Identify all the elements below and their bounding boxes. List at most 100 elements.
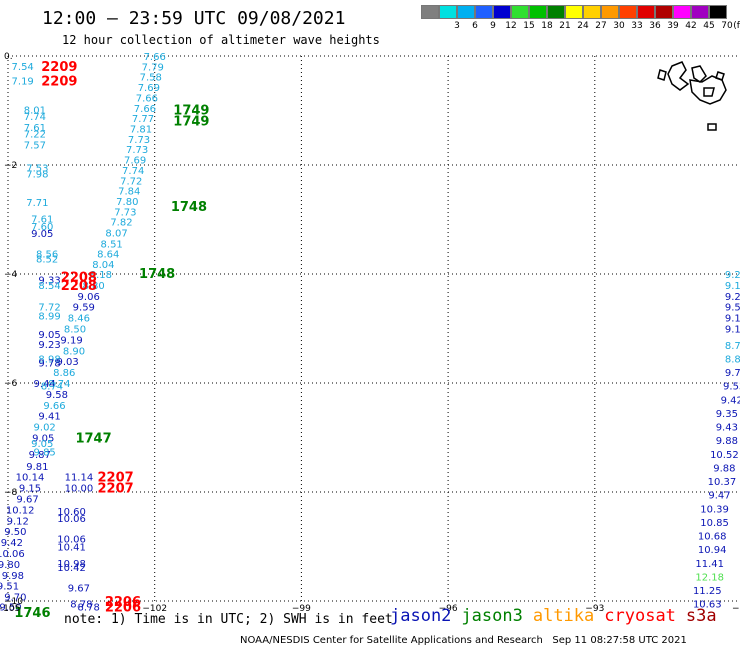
- wave-height-label: 10.14: [16, 473, 45, 484]
- wave-height-label: 10.52: [710, 450, 739, 461]
- wave-height-label: 11.41: [695, 559, 724, 570]
- wave-height-label: 7.69: [124, 156, 146, 167]
- pass-time-label: 2208: [61, 279, 97, 294]
- wave-height-label: 8.74: [41, 382, 63, 393]
- latitude-label: 0.: [4, 52, 13, 62]
- scale-label: 21: [559, 21, 571, 31]
- longitude-label: −102: [142, 604, 167, 614]
- wave-height-label: 7.66: [134, 104, 156, 115]
- satellite-legend: jason2 jason3 altika cryosat s3a: [390, 606, 727, 626]
- scale-swatch: [637, 5, 655, 19]
- wave-height-label: 9.06: [78, 292, 100, 303]
- wave-height-label: 7.61: [31, 214, 53, 225]
- wave-height-label: 8.50: [64, 325, 86, 336]
- wave-height-label: 8.46: [68, 314, 90, 325]
- wave-height-label: 9.53: [723, 382, 740, 393]
- latitude-label: −4: [4, 270, 18, 280]
- wave-height-label: 8.52: [36, 255, 58, 266]
- wave-height-label: 7.73: [128, 135, 150, 146]
- scale-label: 27: [595, 21, 607, 31]
- wave-height-label: 10.12: [6, 505, 35, 516]
- wave-height-label: 7.80: [116, 197, 138, 208]
- wave-height-label: 12.18: [695, 572, 724, 583]
- wave-height-label: 9.44: [34, 379, 56, 390]
- wave-height-label: 9.54: [725, 303, 740, 314]
- wave-height-label: 7.57: [24, 140, 46, 151]
- pass-time-label: 2206: [105, 600, 141, 615]
- wave-height-label: 9.76: [725, 368, 740, 379]
- wave-height-label: 7.66: [144, 52, 166, 63]
- pass-time-label: 1747: [75, 432, 111, 447]
- pass-time-label: 2207: [97, 482, 133, 497]
- wave-height-label: 10.68: [698, 532, 727, 543]
- wave-height-label: 10.94: [698, 545, 727, 556]
- pass-time-label: 1749: [173, 114, 209, 129]
- wave-height-label: 9.27: [725, 270, 740, 281]
- wave-height-label: 8.54: [38, 281, 60, 292]
- longitude-labels: −105 −102 −99 −96 −93 −90: [0, 604, 740, 614]
- galapagos-islands-coastline: [657, 61, 727, 131]
- wave-height-label: 7.98: [26, 170, 48, 181]
- wave-height-label: 7.73: [126, 145, 148, 156]
- scale-swatch: [709, 5, 727, 19]
- wave-height-label: 8.80: [725, 354, 740, 365]
- longitude-label: −93: [585, 604, 604, 614]
- wave-height-label: 7.81: [130, 124, 152, 135]
- generation-timestamp: Sep 11 08:27:58 UTC 2021: [552, 635, 687, 646]
- wave-height-label: 10.42: [57, 563, 86, 574]
- wave-height-label: 9.50: [0, 602, 22, 613]
- scale-swatch: [619, 5, 637, 19]
- wave-height-label: 8.99: [38, 311, 60, 322]
- wave-height-label: 11.14: [65, 473, 94, 484]
- wave-height-label: 9.02: [34, 423, 56, 434]
- scale-label: 3: [454, 21, 460, 31]
- wave-height-label: 7.72: [38, 303, 60, 314]
- wave-height-label: 9.41: [38, 412, 60, 423]
- wave-height-label: 9.05: [31, 439, 53, 450]
- wave-height-label: 7.72: [120, 176, 142, 187]
- wave-height-label: 8.51: [101, 239, 123, 250]
- scale-swatch: [565, 5, 583, 19]
- wave-height-label: 10.60: [57, 507, 86, 518]
- wave-height-label: 9.50: [4, 527, 26, 538]
- credit-line: NOAA/NESDIS Center for Satellite Applica…: [240, 635, 687, 646]
- scale-label: 36: [649, 21, 661, 31]
- wave-height-label: 8.86: [53, 368, 75, 379]
- units-note: note: 1) Time is in UTC; 2) SWH is in fe…: [64, 612, 393, 627]
- satellite-legend-item: jason2: [390, 606, 452, 626]
- latitude-label: −10: [4, 597, 23, 607]
- wave-height-label: 9.78: [38, 358, 60, 369]
- wave-height-label: 9.33: [38, 275, 60, 286]
- wave-height-label: 8.04: [92, 260, 114, 271]
- scale-label: 12: [505, 21, 517, 31]
- pass-time-label: 2209: [41, 60, 77, 75]
- scale-swatch: [673, 5, 691, 19]
- wave-height-label: 10.37: [708, 477, 737, 488]
- scale-label: 33: [631, 21, 643, 31]
- wave-height-label: 7.79: [142, 62, 164, 73]
- wave-height-label: 9.70: [4, 593, 26, 604]
- wave-height-label: 7.22: [24, 129, 46, 140]
- wave-height-label: 10.63: [693, 600, 722, 611]
- wave-height-label: 10.85: [700, 518, 729, 529]
- scale-label: 30: [613, 21, 625, 31]
- wave-height-label: 9.03: [57, 357, 79, 368]
- scale-swatch: [493, 5, 511, 19]
- wave-height-label: 9.80: [0, 560, 20, 571]
- wave-height-label: 7.54: [12, 62, 34, 73]
- wave-height-label: 10.00: [65, 484, 94, 495]
- pass-time-label: 1749: [173, 103, 209, 118]
- scale-swatch: [583, 5, 601, 19]
- wave-height-label: 7.53: [26, 164, 48, 175]
- wave-height-label: 8.07: [105, 229, 127, 240]
- wave-height-label: 8.98: [38, 354, 60, 365]
- wave-height-label: 9.16: [725, 314, 740, 325]
- scale-swatch: [655, 5, 673, 19]
- pass-time-label: 2206: [105, 595, 141, 610]
- wave-height-label: 8.78: [70, 600, 92, 611]
- satellite-legend-item: cryosat: [604, 606, 676, 626]
- wave-height-label: 8.75: [725, 341, 740, 352]
- wave-height-label: 9.05: [31, 229, 53, 240]
- satellite-legend-item: altika: [532, 606, 595, 626]
